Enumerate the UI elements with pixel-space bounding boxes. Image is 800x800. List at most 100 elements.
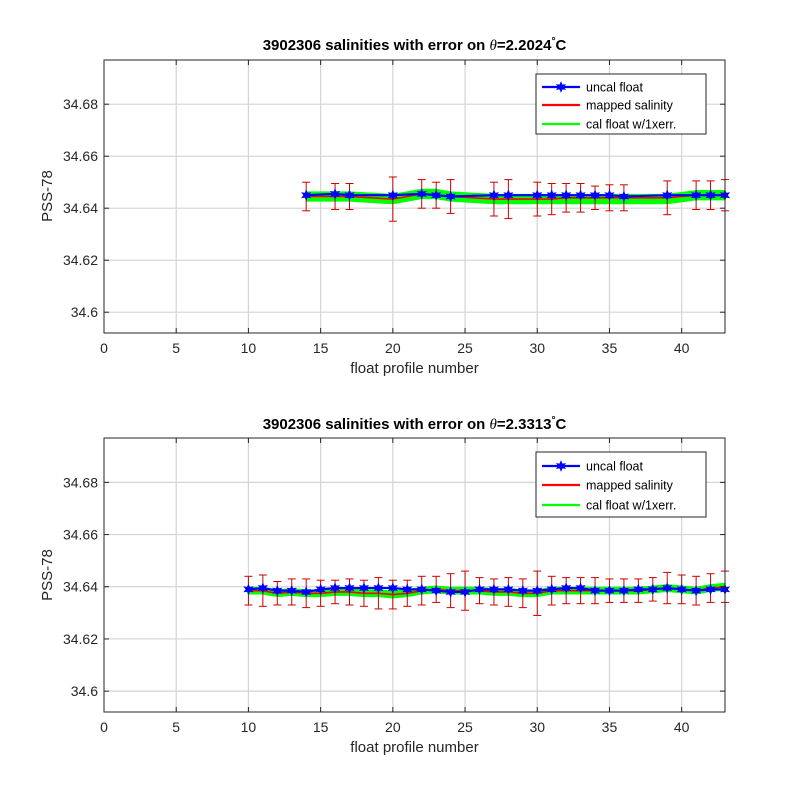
uncal-float-point <box>705 583 716 596</box>
x-axis-label-bottom: float profile number <box>350 739 478 756</box>
uncal-float-point <box>329 582 341 594</box>
uncal-float-point <box>315 583 326 596</box>
uncal-float-point <box>546 189 557 202</box>
uncal-float-point <box>647 583 658 596</box>
uncal-float-point <box>488 189 500 202</box>
x-tick-label: 15 <box>313 340 329 356</box>
y-tick-label: 34.62 <box>63 631 98 647</box>
legend-bottom: uncal float mapped salinity cal float w/… <box>535 451 707 518</box>
uncal-float-point <box>329 188 341 200</box>
uncal-float-point <box>532 584 543 597</box>
x-tick-label: 10 <box>241 719 257 735</box>
uncal-float-point <box>431 584 442 597</box>
y-tick-label: 34.68 <box>63 474 98 490</box>
uncal-series-top <box>301 188 731 203</box>
uncal-float-point <box>301 586 312 598</box>
subplot-bottom: 0 5 10 15 20 25 30 35 40 34.634.6234.6434.6634.6… <box>39 415 731 756</box>
y-tick-label: 34.6 <box>71 683 98 699</box>
legend-star-marker <box>555 81 567 93</box>
uncal-float-point <box>373 582 384 594</box>
x-tick-label: 40 <box>674 719 690 735</box>
uncal-float-point <box>662 189 673 202</box>
uncal-float-point <box>633 583 644 596</box>
uncal-float-point <box>272 584 283 597</box>
x-tick-label: 25 <box>457 719 473 735</box>
uncal-float-point <box>589 584 601 597</box>
legend-label-uncal-bottom: uncal float <box>586 460 644 474</box>
axes-box-bottom <box>103 437 726 713</box>
uncal-float-point <box>705 189 716 202</box>
uncal-float-point <box>257 582 268 594</box>
mapped-line-top <box>306 193 725 200</box>
uncal-float-point <box>503 189 514 202</box>
chart-title-bottom: 3902306 salinities with error on θ=2.331… <box>263 415 567 433</box>
uncal-float-point <box>575 582 586 594</box>
uncal-float-point <box>561 582 572 594</box>
uncal-float-point <box>618 190 629 203</box>
x-tick-label: 35 <box>602 719 618 735</box>
y-tick-label: 34.64 <box>63 200 98 216</box>
uncal-float-line <box>306 192 725 198</box>
y-ticks-bottom: 34.6 34.62 34.64 34.66 34.68 <box>63 474 725 699</box>
y-ticks-top: 34.6 34.62 34.64 34.66 34.68 <box>63 96 725 320</box>
legend-label-cal-bottom: cal float w/1xerr. <box>586 499 676 513</box>
uncal-float-line <box>248 586 725 594</box>
x-tick-label: 5 <box>172 719 180 735</box>
x-tick-label: 35 <box>602 340 618 356</box>
legend-marker-uncal-top <box>555 81 567 93</box>
x-tick-label: 30 <box>529 719 545 735</box>
uncal-float-point <box>532 189 543 202</box>
chart-title-top: 3902306 salinities with error on θ=2.202… <box>263 36 567 54</box>
uncal-float-point <box>243 583 254 596</box>
x-tick-label: 40 <box>674 340 690 356</box>
uncal-float-point <box>488 583 500 596</box>
uncal-float-point <box>445 586 456 598</box>
uncal-float-point <box>431 189 442 202</box>
legend-label-cal-top: cal float w/1xerr. <box>586 118 676 132</box>
uncal-float-point <box>604 189 615 202</box>
legend-label-mapped-top: mapped salinity <box>586 99 674 113</box>
uncal-float-point <box>474 583 485 596</box>
uncal-float-point <box>676 583 687 596</box>
subplot-top: 0 5 10 15 20 25 30 35 40 34.634.6234.6434.6634.6… <box>39 36 731 377</box>
y-tick-label: 34.6 <box>71 304 98 320</box>
uncal-float-point <box>691 584 702 597</box>
x-tick-label: 20 <box>385 340 401 356</box>
uncal-float-point <box>561 189 572 202</box>
x-tick-label: 15 <box>313 719 329 735</box>
x-tick-label: 10 <box>241 340 257 356</box>
uncal-float-point <box>618 584 629 597</box>
y-tick-label: 34.68 <box>63 96 98 112</box>
y-tick-label: 34.64 <box>63 579 98 595</box>
axes-box-top <box>103 59 726 334</box>
y-tick-label: 34.66 <box>63 148 98 164</box>
y-axis-label-bottom: PSS-78 <box>39 549 56 601</box>
uncal-float-point <box>301 189 312 202</box>
y-axis-label-top: PSS-78 <box>39 170 56 222</box>
uncal-float-point <box>691 189 702 202</box>
uncal-float-point <box>604 584 615 597</box>
x-tick-label: 0 <box>100 340 108 356</box>
y-tick-label: 34.62 <box>63 252 98 268</box>
x-tick-label: 30 <box>529 340 545 356</box>
mapped-salinity-line <box>306 193 725 200</box>
uncal-float-point <box>503 583 514 596</box>
legend-marker-uncal-bottom <box>555 460 567 472</box>
uncal-float-point <box>416 188 427 200</box>
uncal-float-point <box>344 582 355 594</box>
uncal-float-point <box>344 189 355 202</box>
x-tick-label: 20 <box>385 719 401 735</box>
y-tick-label: 34.66 <box>63 527 98 543</box>
uncal-float-point <box>416 583 427 596</box>
uncal-float-point <box>286 584 297 597</box>
legend-star-marker <box>555 460 567 472</box>
legend-label-mapped-bottom: mapped salinity <box>586 479 674 493</box>
uncal-float-point <box>546 583 557 596</box>
uncal-float-point <box>387 189 398 202</box>
uncal-float-point <box>358 582 370 594</box>
uncal-float-point <box>575 189 586 202</box>
x-axis-label-top: float profile number <box>350 360 478 377</box>
x-tick-label: 25 <box>457 340 473 356</box>
x-tick-label: 0 <box>100 719 108 735</box>
